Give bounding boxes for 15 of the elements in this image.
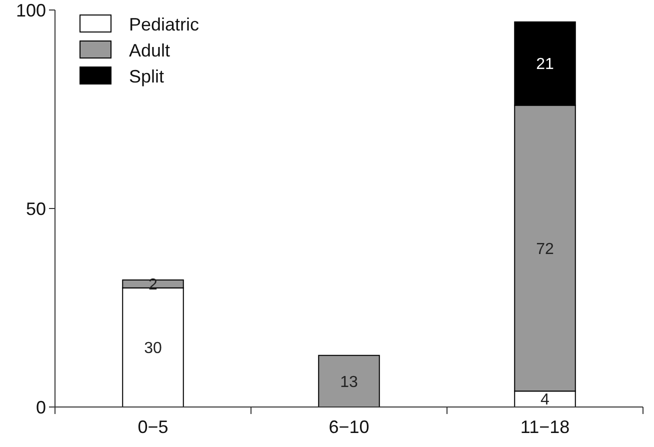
legend-label: Split (129, 66, 164, 86)
data-label: 21 (536, 56, 554, 74)
data-label: 4 (540, 392, 550, 409)
x-tick-label: 6−10 (328, 417, 370, 437)
x-tick-label: 0−5 (138, 417, 168, 437)
legend-label: Adult (129, 40, 170, 60)
data-label: 30 (144, 340, 162, 358)
data-label: 72 (536, 240, 554, 258)
bar (318, 354, 380, 408)
data-label: 13 (340, 374, 358, 391)
y-tick-label: 100 (16, 0, 46, 20)
y-tick-label: 0 (36, 397, 46, 418)
y-tick-label: 50 (26, 198, 46, 219)
x-tick-label: 11−18 (520, 417, 570, 437)
legend-label: Pediatric (129, 14, 200, 34)
